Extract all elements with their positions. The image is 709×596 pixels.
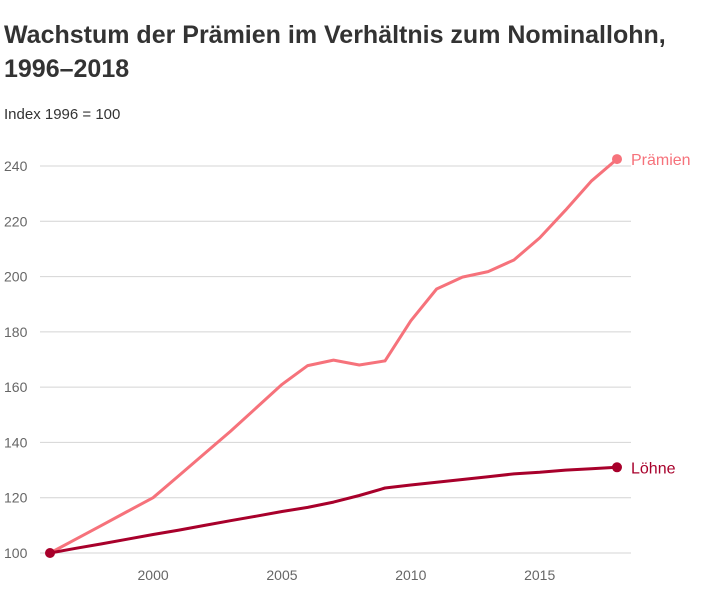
x-tick-label: 2005 (266, 567, 297, 583)
chart-subtitle: Index 1996 = 100 (4, 106, 121, 123)
series-line-l-hne (48, 465, 619, 555)
y-tick-label: 120 (4, 490, 28, 506)
x-tick-label: 2010 (395, 567, 426, 583)
series-label-pr-mien: Prämien (631, 152, 691, 169)
chart-title: Wachstum der Prämien im Verhältnis zum N… (4, 21, 666, 83)
series-line-pr-mien (48, 157, 619, 555)
series-label-l-hne: Löhne (631, 460, 676, 477)
series-start-point (45, 548, 55, 558)
y-tick-label: 180 (4, 324, 28, 340)
x-tick-label: 2000 (138, 567, 169, 583)
y-tick-label: 160 (4, 379, 28, 395)
x-tick-label: 2015 (524, 567, 555, 583)
series-end-point (612, 154, 622, 165)
series-end-point (612, 462, 622, 473)
y-tick-label: 240 (4, 158, 28, 174)
y-tick-label: 200 (4, 269, 28, 285)
y-tick-label: 220 (4, 213, 28, 229)
y-tick-label: 140 (4, 434, 28, 450)
y-tick-label: 100 (4, 545, 28, 561)
